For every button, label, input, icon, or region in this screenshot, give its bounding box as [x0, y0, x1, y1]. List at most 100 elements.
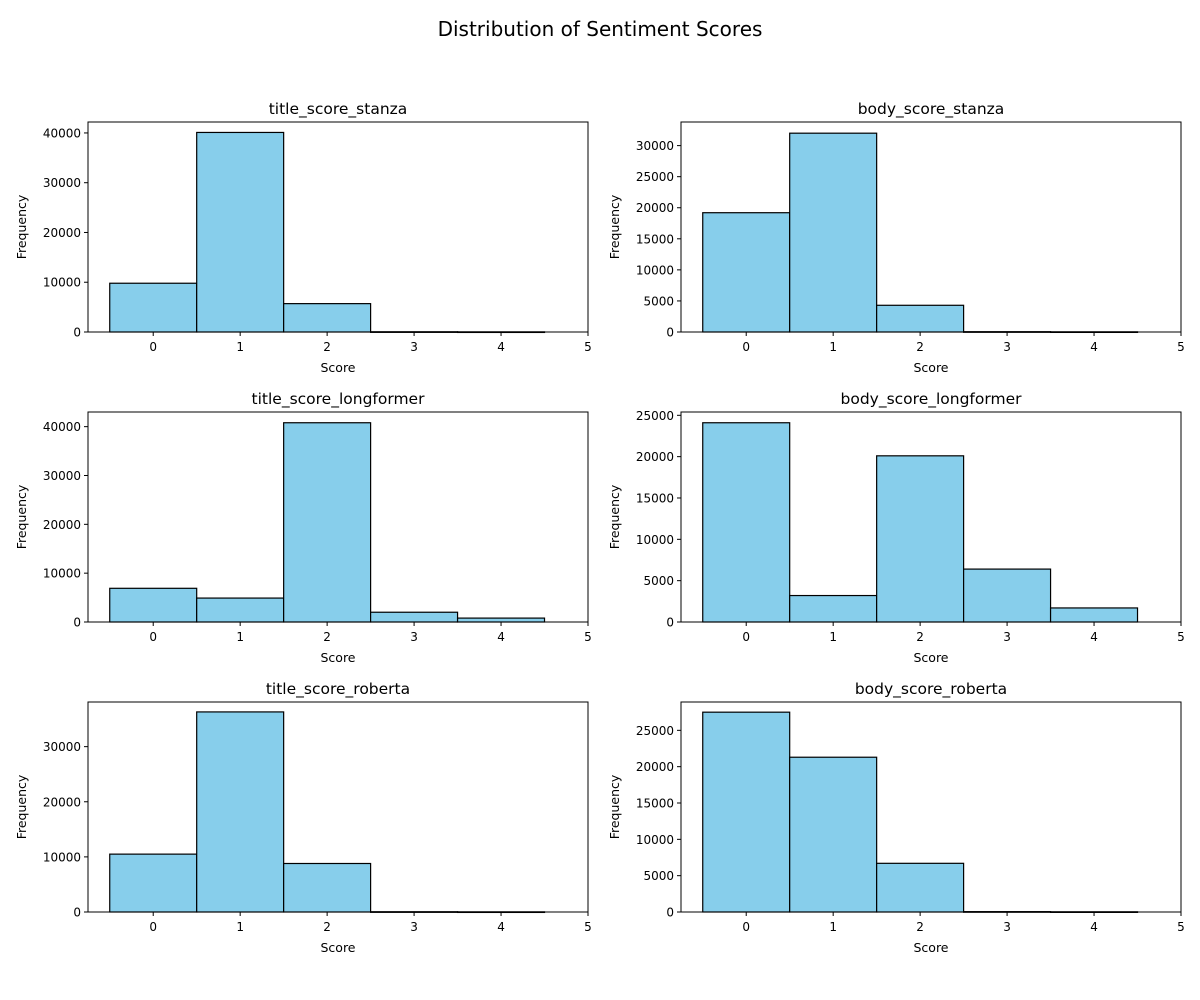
y-tick-label: 5000 — [643, 294, 674, 308]
histogram-bar — [196, 597, 285, 623]
y-tick-label: 15000 — [636, 797, 674, 811]
y-tick-label: 20000 — [43, 226, 81, 240]
histogram-bar — [283, 303, 372, 333]
x-tick-label: 4 — [1090, 630, 1098, 644]
x-tick-label: 0 — [149, 340, 157, 354]
y-tick-label: 20000 — [43, 795, 81, 809]
histogram-bar — [283, 862, 372, 913]
y-tick-label: 0 — [73, 906, 81, 920]
subplot-3: 0 1 2 3 4 5 0 10000 20000 30000 40000 title_score_l… — [14, 390, 592, 665]
x-tick-label: 3 — [1003, 920, 1011, 934]
y-axis-label: Frequency — [607, 194, 622, 259]
y-axis-label: Frequency — [14, 194, 29, 259]
subplot-title: body_score_stanza — [858, 100, 1005, 119]
x-tick-label: 2 — [323, 920, 331, 934]
y-tick-label: 30000 — [43, 176, 81, 190]
x-tick-label: 4 — [497, 630, 505, 644]
x-tick-label: 2 — [323, 630, 331, 644]
y-tick-label: 0 — [666, 906, 674, 920]
subplot-title: title_score_roberta — [266, 680, 410, 699]
y-tick-label: 10000 — [636, 263, 674, 277]
histogram-bar — [1049, 607, 1139, 623]
y-axis-label: Frequency — [607, 774, 622, 839]
y-tick-label: 20000 — [43, 518, 81, 532]
subplot-title: title_score_stanza — [269, 100, 408, 119]
y-tick-label: 5000 — [643, 574, 674, 588]
y-tick-label: 25000 — [636, 724, 674, 738]
histogram-bar — [876, 862, 965, 913]
histogram-bar — [702, 422, 791, 623]
x-tick-label: 1 — [829, 920, 837, 934]
subplots: 0 1 2 3 4 5010000200003000040000title_score_s… — [14, 100, 1185, 955]
axes-frame — [680, 411, 1182, 623]
histogram-bar — [789, 756, 878, 913]
x-tick-label: 5 — [584, 920, 592, 934]
y-axis-label: Frequency — [14, 774, 29, 839]
x-tick-label: 4 — [1090, 920, 1098, 934]
y-tick-label: 0 — [666, 326, 674, 340]
histogram-bar — [109, 282, 198, 333]
histogram-bar — [196, 131, 285, 333]
x-tick-label: 1 — [236, 920, 244, 934]
histogram-bar — [702, 711, 791, 913]
x-axis-label: Score — [913, 940, 948, 955]
x-axis-label: Score — [320, 650, 355, 665]
x-tick-label: 1 — [829, 630, 837, 644]
x-tick-label: 3 — [410, 920, 418, 934]
x-tick-label: 5 — [1177, 630, 1185, 644]
y-tick-label: 0 — [73, 326, 81, 340]
x-tick-label: 0 — [742, 340, 750, 354]
y-tick-label: 25000 — [636, 409, 674, 423]
x-axis-label: Score — [913, 650, 948, 665]
x-tick-label: 5 — [1177, 340, 1185, 354]
x-tick-label: 3 — [1003, 630, 1011, 644]
subplot-title: body_score_roberta — [855, 680, 1007, 699]
x-tick-label: 2 — [916, 340, 924, 354]
y-tick-label: 40000 — [43, 420, 81, 434]
y-tick-label: 20000 — [636, 450, 674, 464]
x-tick-label: 1 — [236, 340, 244, 354]
y-tick-label: 40000 — [43, 126, 81, 140]
y-tick-label: 10000 — [43, 567, 81, 581]
x-axis-label: Score — [913, 360, 948, 375]
histogram-bar — [702, 212, 791, 333]
y-tick-label: 10000 — [43, 850, 81, 864]
y-axis-label: Frequency — [14, 484, 29, 549]
histogram-bar — [789, 594, 878, 623]
y-tick-label: 20000 — [636, 201, 674, 215]
x-tick-label: 0 — [149, 920, 157, 934]
y-tick-label: 10000 — [636, 833, 674, 847]
axes-frame — [87, 411, 589, 623]
x-tick-label: 5 — [584, 340, 592, 354]
x-tick-label: 3 — [1003, 340, 1011, 354]
y-tick-label: 30000 — [43, 469, 81, 483]
histogram-bar — [789, 132, 878, 333]
axes-frame — [87, 121, 589, 333]
histogram-bar — [370, 611, 459, 623]
y-tick-label: 30000 — [43, 740, 81, 754]
x-tick-label: 3 — [410, 630, 418, 644]
y-tick-label: 5000 — [643, 869, 674, 883]
axes-frame — [680, 701, 1182, 913]
histogram-bar — [196, 711, 285, 913]
y-tick-label: 15000 — [636, 491, 674, 505]
subplot-1: 0 1 2 3 4 5 0 10000 20000 30000 40000 title_score_s… — [14, 100, 592, 375]
axes-frame — [680, 121, 1182, 333]
y-axis-label: Frequency — [607, 484, 622, 549]
y-tick-label: 10000 — [43, 276, 81, 290]
x-tick-label: 0 — [742, 630, 750, 644]
x-tick-label: 4 — [497, 920, 505, 934]
y-tick-label: 0 — [73, 616, 81, 630]
histogram-bar — [109, 853, 198, 913]
y-tick-label: 10000 — [636, 533, 674, 547]
y-tick-label: 30000 — [636, 139, 674, 153]
y-tick-label: 25000 — [636, 170, 674, 184]
axes-frame — [87, 701, 589, 913]
x-tick-label: 2 — [916, 630, 924, 644]
x-tick-label: 5 — [1177, 920, 1185, 934]
histogram-bar — [963, 568, 1052, 623]
x-tick-label: 0 — [742, 920, 750, 934]
subplot-2: 0 1 2 3 4 5 0 5000 10000 15000 20000 25000 30000 body… — [607, 100, 1185, 375]
x-tick-label: 4 — [497, 340, 505, 354]
